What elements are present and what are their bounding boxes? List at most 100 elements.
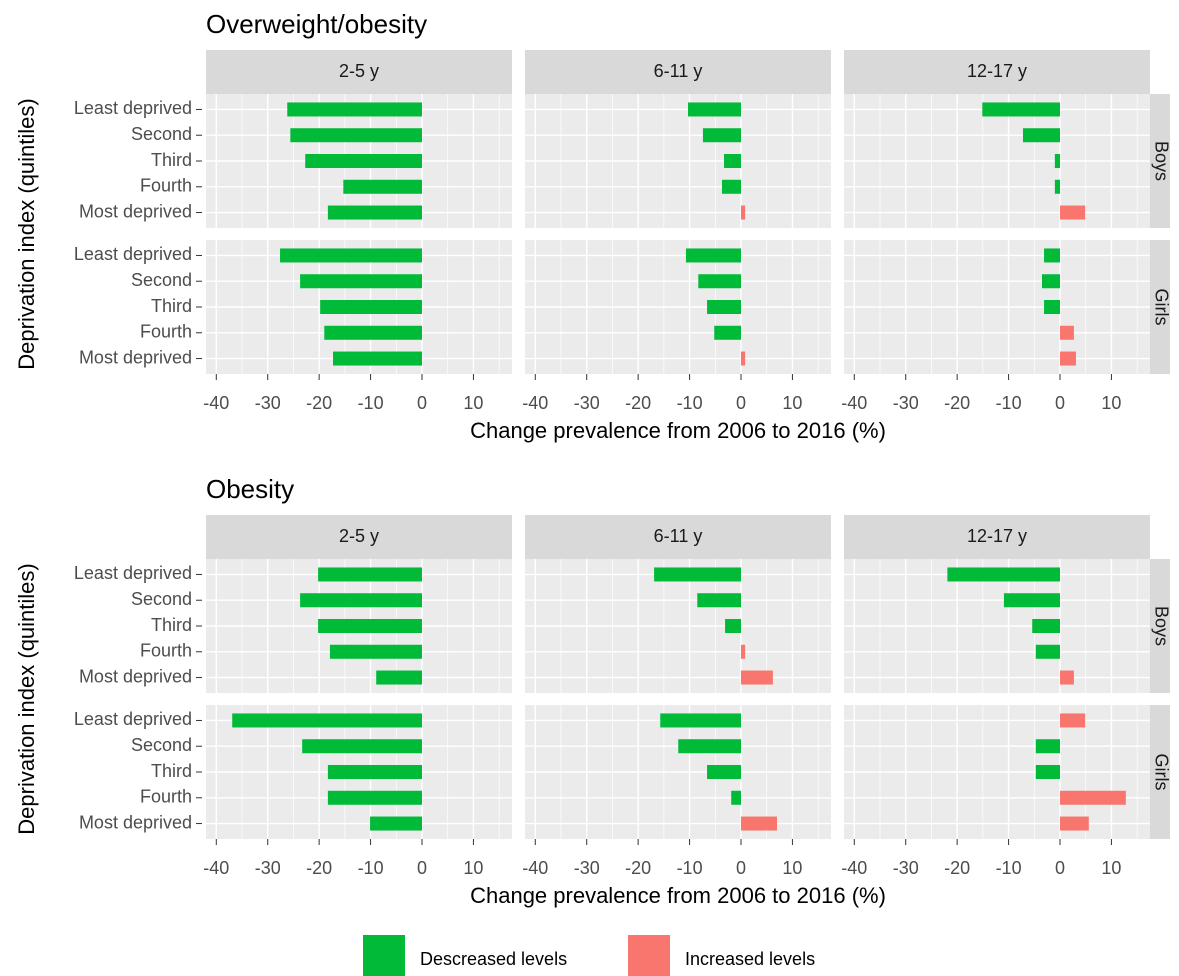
bar bbox=[724, 154, 741, 168]
bar bbox=[333, 351, 422, 366]
y-tick-label: Least deprived bbox=[74, 244, 192, 264]
bar bbox=[327, 205, 422, 220]
x-tick-label: -20 bbox=[306, 858, 332, 878]
strip bbox=[206, 50, 512, 94]
bar bbox=[1022, 128, 1060, 143]
bar bbox=[697, 593, 741, 608]
y-tick-label: Least deprived bbox=[74, 709, 192, 729]
strip-label: Girls bbox=[1151, 754, 1171, 791]
x-tick-label: 0 bbox=[1055, 393, 1065, 413]
strip bbox=[844, 50, 1150, 94]
x-tick-label: -20 bbox=[944, 393, 970, 413]
y-tick-label: Second bbox=[131, 735, 192, 755]
chart-title: Overweight/obesity bbox=[206, 9, 427, 39]
bar bbox=[1044, 248, 1060, 263]
y-tick-label: Most deprived bbox=[79, 666, 192, 686]
bar bbox=[320, 300, 422, 314]
bar bbox=[290, 128, 422, 143]
x-tick-label: -40 bbox=[203, 393, 229, 413]
x-tick-label: 0 bbox=[1055, 858, 1065, 878]
bar bbox=[1060, 351, 1076, 366]
bar bbox=[302, 739, 422, 754]
bar bbox=[714, 325, 741, 340]
y-axis-title: Deprivation index (quintiles) bbox=[14, 98, 39, 369]
strip bbox=[206, 515, 512, 559]
x-tick-label: 10 bbox=[463, 858, 483, 878]
bar bbox=[324, 325, 422, 340]
bar bbox=[287, 102, 422, 117]
bar bbox=[698, 274, 741, 289]
strip bbox=[1150, 705, 1170, 839]
x-tick-label: -40 bbox=[522, 858, 548, 878]
bar bbox=[1060, 325, 1074, 340]
bar bbox=[1035, 644, 1060, 659]
strip bbox=[1150, 240, 1170, 374]
y-tick-label: Third bbox=[151, 761, 192, 781]
x-tick-label: -30 bbox=[893, 858, 919, 878]
bar bbox=[305, 154, 422, 168]
bar bbox=[741, 205, 746, 220]
bar bbox=[327, 790, 422, 805]
bar bbox=[660, 713, 741, 728]
strip bbox=[844, 515, 1150, 559]
x-axis-title: Change prevalence from 2006 to 2016 (%) bbox=[470, 883, 886, 908]
x-tick-label: -10 bbox=[677, 393, 703, 413]
y-tick-label: Most deprived bbox=[79, 812, 192, 832]
y-tick-label: Fourth bbox=[140, 322, 192, 342]
bar bbox=[947, 567, 1060, 582]
bar bbox=[300, 274, 422, 289]
bar bbox=[280, 248, 422, 263]
y-tick-label: Third bbox=[151, 296, 192, 316]
strip-label: 2-5 y bbox=[339, 61, 379, 81]
bar bbox=[1060, 816, 1089, 831]
strip-label: 6-11 y bbox=[654, 526, 703, 546]
strip bbox=[525, 515, 831, 559]
bar bbox=[343, 179, 422, 194]
bar bbox=[1042, 274, 1060, 289]
x-tick-label: 0 bbox=[736, 393, 746, 413]
strip-label: Boys bbox=[1151, 141, 1171, 181]
x-axis-title: Change prevalence from 2006 to 2016 (%) bbox=[470, 418, 886, 443]
bar bbox=[1060, 670, 1074, 685]
x-tick-label: -40 bbox=[841, 858, 867, 878]
bar bbox=[327, 765, 422, 779]
bar bbox=[376, 670, 422, 685]
strip-label: 2-5 y bbox=[339, 526, 379, 546]
x-tick-label: 10 bbox=[782, 393, 802, 413]
y-tick-label: Second bbox=[131, 270, 192, 290]
bar bbox=[1054, 179, 1060, 194]
y-tick-label: Third bbox=[151, 150, 192, 170]
bar bbox=[654, 567, 741, 582]
x-tick-label: -20 bbox=[625, 393, 651, 413]
y-tick-label: Fourth bbox=[140, 641, 192, 661]
bar bbox=[232, 713, 422, 728]
x-tick-label: 10 bbox=[782, 858, 802, 878]
bar bbox=[741, 816, 777, 831]
bar bbox=[1035, 739, 1060, 754]
x-tick-label: -20 bbox=[625, 858, 651, 878]
y-tick-label: Most deprived bbox=[79, 347, 192, 367]
legend-label: Descreased levels bbox=[420, 949, 567, 969]
strip bbox=[1150, 559, 1170, 693]
x-tick-label: -30 bbox=[574, 393, 600, 413]
y-tick-label: Fourth bbox=[140, 176, 192, 196]
x-tick-label: -20 bbox=[944, 858, 970, 878]
bar bbox=[725, 619, 741, 633]
bar bbox=[300, 593, 422, 608]
bar bbox=[1060, 713, 1086, 728]
x-tick-label: -10 bbox=[358, 393, 384, 413]
bar bbox=[329, 644, 422, 659]
bar bbox=[707, 300, 741, 314]
x-tick-label: -10 bbox=[996, 393, 1022, 413]
bar bbox=[741, 351, 746, 366]
chart-title: Obesity bbox=[206, 474, 294, 504]
x-tick-label: -10 bbox=[677, 858, 703, 878]
bar bbox=[741, 644, 746, 659]
y-tick-label: Fourth bbox=[140, 787, 192, 807]
x-tick-label: 0 bbox=[736, 858, 746, 878]
x-tick-label: 0 bbox=[417, 858, 427, 878]
bar bbox=[721, 179, 741, 194]
bar bbox=[982, 102, 1060, 117]
legend-label: Increased levels bbox=[685, 949, 815, 969]
